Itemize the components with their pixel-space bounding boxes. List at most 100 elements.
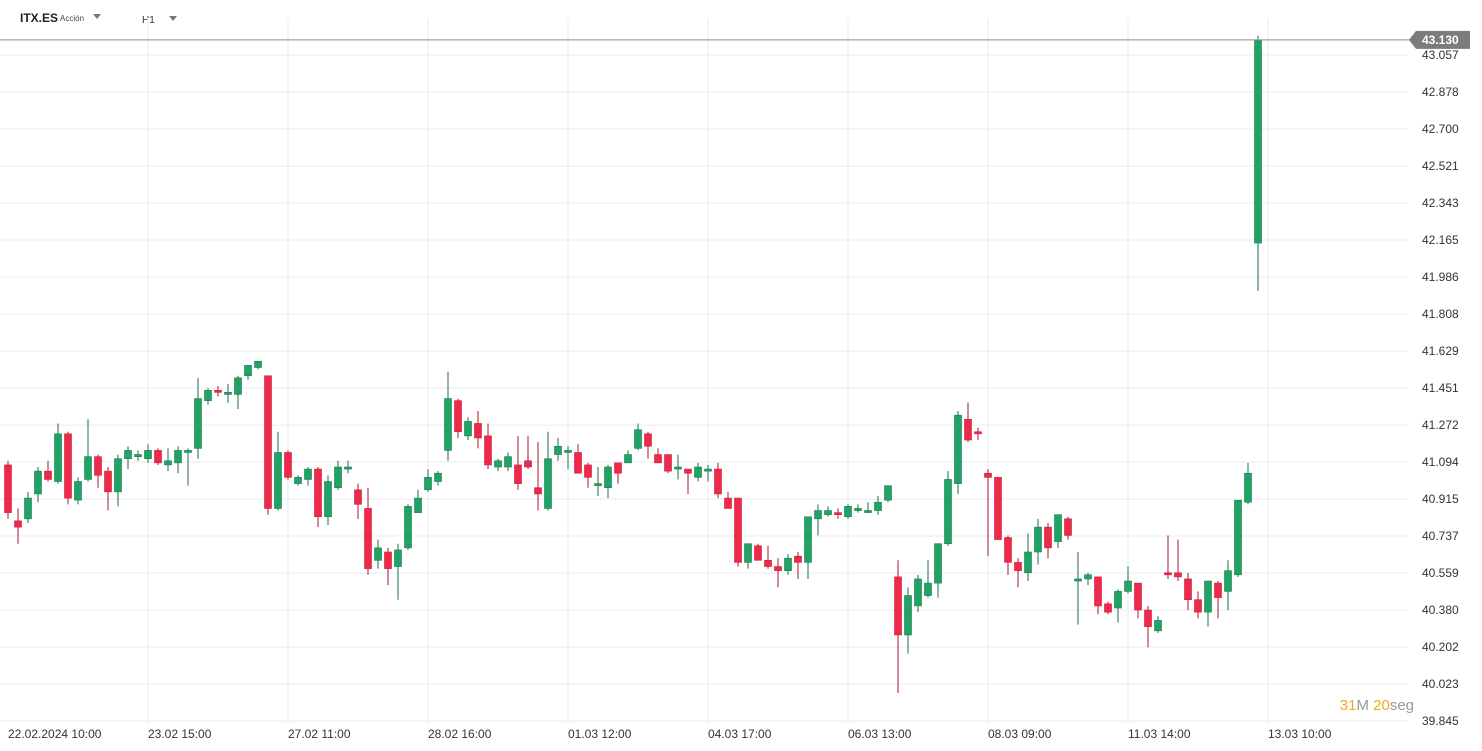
current-price-tag <box>1409 30 1470 49</box>
candle-down <box>154 448 162 465</box>
candle-body <box>414 497 422 513</box>
candle-down <box>654 448 662 464</box>
time-tick-label: 06.03 13:00 <box>848 727 912 741</box>
candle-down <box>994 477 1002 540</box>
candle-up <box>814 504 822 536</box>
candle-down <box>384 547 392 586</box>
candle-body <box>264 375 272 509</box>
candle-body <box>554 445 562 455</box>
candle-body <box>1054 514 1062 542</box>
time-tick-label: 22.02.2024 10:00 <box>8 727 102 741</box>
time-tick-label: 11.03 14:00 <box>1128 727 1191 741</box>
candle-up <box>1254 35 1262 291</box>
candle-up <box>1204 580 1212 627</box>
candle-up <box>844 504 852 519</box>
candle-body <box>94 456 102 476</box>
candle-body <box>834 512 842 515</box>
candle-body <box>444 398 452 451</box>
candle-up <box>124 446 132 470</box>
candle-down <box>574 444 582 474</box>
candle-body <box>424 477 432 491</box>
candle-body <box>244 365 252 377</box>
chart-grid <box>0 18 1408 724</box>
candle-down <box>1134 582 1142 619</box>
candle-up <box>254 360 262 370</box>
candle-body <box>314 468 322 518</box>
candle-body <box>74 481 82 501</box>
candle-body <box>1074 578 1082 582</box>
candle-down <box>684 468 692 494</box>
candle-up <box>504 452 512 472</box>
candle-up <box>1054 514 1062 548</box>
candle-down <box>524 435 532 470</box>
candle-up <box>34 466 42 503</box>
candle-body <box>1254 39 1262 244</box>
candle-body <box>1164 572 1172 576</box>
candle-body <box>894 576 902 636</box>
price-axis[interactable]: 43.057 42.878 42.700 42.521 42.343 42.165 41.9… <box>1422 48 1459 728</box>
price-tick-label: 42.878 <box>1422 85 1459 99</box>
candle-down <box>764 545 772 569</box>
candle-body <box>984 472 992 478</box>
price-tick-label: 40.202 <box>1422 640 1459 654</box>
candle-down <box>734 497 742 567</box>
candle-body <box>914 578 922 607</box>
candle-body <box>664 454 672 472</box>
timeframe-dropdown-chevron-icon[interactable] <box>169 16 177 21</box>
time-tick-label: 28.02 16:00 <box>428 727 492 741</box>
candle-body <box>4 464 12 513</box>
candle-down <box>94 454 102 488</box>
candle-up <box>464 417 472 441</box>
candle-down <box>1094 576 1102 615</box>
candle-down <box>1014 558 1022 588</box>
candle-body <box>754 545 762 561</box>
time-axis[interactable]: 22.02.2024 10:00 23.02 15:00 27.02 11:00 28… <box>8 727 1332 741</box>
candle-body <box>564 450 572 453</box>
candle-up <box>954 411 962 494</box>
candle-body <box>684 468 692 474</box>
candle-body <box>954 414 962 484</box>
candle-up <box>554 437 562 461</box>
candle-body <box>104 470 112 493</box>
candle-body <box>64 433 72 499</box>
candle-body <box>504 456 512 468</box>
candle-down <box>664 454 672 474</box>
candle-up <box>204 388 212 405</box>
candle-up <box>914 574 922 613</box>
candle-body <box>794 555 802 563</box>
candle-up <box>244 365 252 380</box>
price-tick-label: 41.272 <box>1422 418 1459 432</box>
candle-body <box>1064 518 1072 536</box>
candle-body <box>604 466 612 489</box>
symbol-dropdown-chevron-icon[interactable] <box>93 14 101 19</box>
candle-down <box>314 466 322 528</box>
candle-body <box>334 466 342 489</box>
candle-up <box>324 475 332 526</box>
candle-body <box>164 460 172 466</box>
candle-up <box>924 560 932 598</box>
candle-body <box>544 458 552 509</box>
candle-down <box>1004 535 1012 575</box>
candle-body <box>214 389 222 393</box>
candle-up <box>54 423 62 484</box>
price-tick-label: 39.845 <box>1422 714 1459 728</box>
candle-body <box>1094 576 1102 607</box>
candles-layer <box>4 35 1262 694</box>
candle-up <box>184 448 192 486</box>
candle-down <box>44 460 52 482</box>
candle-up <box>694 462 702 482</box>
candle-up <box>934 543 942 598</box>
candle-body <box>1044 526 1052 549</box>
candle-up <box>194 377 202 459</box>
candle-down <box>614 462 622 484</box>
symbol-label[interactable]: ITX.ES <box>20 11 59 25</box>
price-tick-label: 40.915 <box>1422 492 1459 506</box>
candle-up <box>1124 566 1132 594</box>
candle-body <box>374 547 382 561</box>
candle-body <box>674 466 682 470</box>
candle-body <box>704 468 712 472</box>
candle-down <box>104 466 112 511</box>
candle-body <box>644 433 652 447</box>
current-price-label: 43.130 <box>1422 33 1459 47</box>
